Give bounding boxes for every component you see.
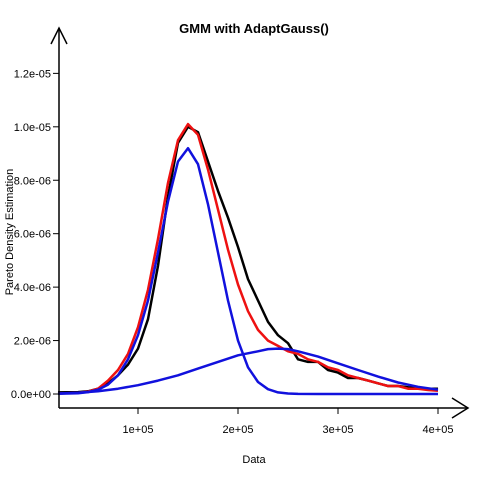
x-axis-arrowhead bbox=[451, 397, 470, 419]
y-axis-arrowhead bbox=[50, 26, 68, 45]
x-axis-label: Data bbox=[242, 454, 266, 466]
y-ticks: 0.0e+00 2.0e-06 4.0e-06 6.0e-06 8.0e-06 1.0e-… bbox=[11, 68, 59, 401]
y-tick-label: 0.0e+00 bbox=[11, 389, 51, 401]
y-tick-label: 6.0e-06 bbox=[14, 229, 51, 241]
chart-title: GMM with AdaptGauss() bbox=[179, 21, 329, 36]
x-tick-label: 4e+05 bbox=[423, 424, 454, 436]
y-tick-label: 8.0e-06 bbox=[14, 175, 51, 187]
series-layer bbox=[57, 122, 439, 396]
x-tick-label: 2e+05 bbox=[223, 424, 254, 436]
x-axis bbox=[59, 397, 470, 419]
x-tick-label: 3e+05 bbox=[323, 424, 354, 436]
series-line-3 bbox=[57, 146, 438, 396]
y-axis-label: Pareto Density Estimation bbox=[4, 169, 16, 296]
y-tick-label: 1.2e-05 bbox=[14, 68, 51, 80]
y-axis bbox=[50, 26, 68, 408]
x-tick-label: 1e+05 bbox=[123, 424, 154, 436]
series-line-4 bbox=[57, 347, 439, 395]
series-line-2 bbox=[57, 122, 439, 395]
y-tick-label: 2.0e-06 bbox=[14, 336, 51, 348]
x-ticks: 1e+05 2e+05 3e+05 4e+05 bbox=[123, 408, 454, 436]
y-tick-label: 4.0e-06 bbox=[14, 282, 51, 294]
y-tick-label: 1.0e-05 bbox=[14, 122, 51, 134]
